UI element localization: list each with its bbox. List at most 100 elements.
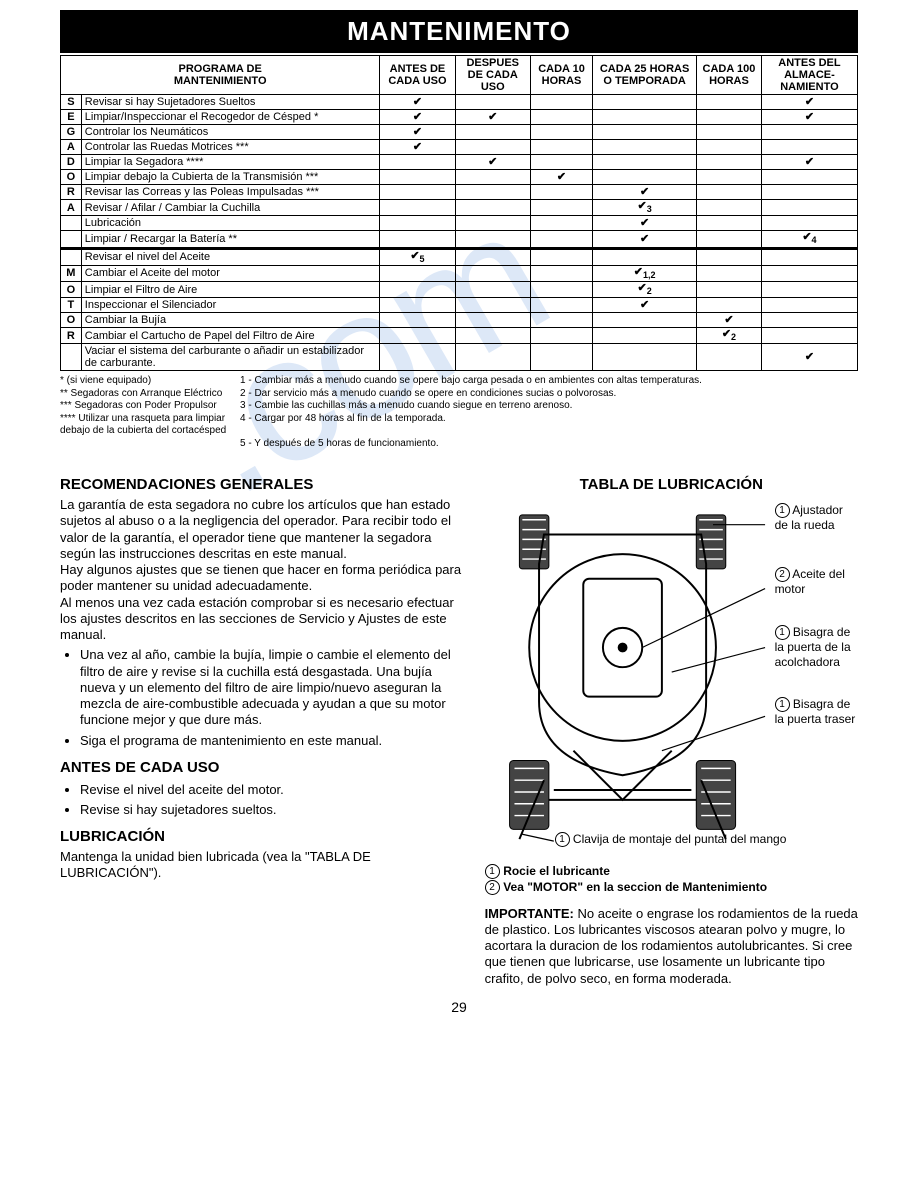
- check-cell: [455, 265, 530, 281]
- check-cell: [761, 265, 857, 281]
- before-bullet: Revise si hay sujetadores sueltos.: [80, 802, 465, 818]
- callout: 1 Bisagra de la puerta de la acolchadora: [775, 625, 858, 670]
- callout-text: Clavija de montaje del puntal del mango: [573, 832, 786, 846]
- col-header: CADA 100 HORAS: [697, 56, 762, 95]
- check-cell: [593, 110, 697, 125]
- group-letter: [61, 216, 82, 231]
- program-title-2: MANTENIMIENTO: [174, 75, 267, 87]
- check-cell: [761, 298, 857, 313]
- legend-text: Vea "MOTOR" en la seccion de Mantenimien…: [503, 880, 767, 894]
- check-cell: [761, 282, 857, 298]
- check-cell: [380, 313, 455, 328]
- check-cell: [455, 344, 530, 371]
- check-cell: [761, 248, 857, 265]
- fn-l: * (si viene equipado): [60, 375, 240, 388]
- program-title-1: PROGRAMA DE: [178, 63, 261, 75]
- fn-r: 1 - Cambiar más a menudo cuando se opere…: [240, 375, 858, 388]
- banner-title: MANTENIMENTO: [60, 10, 858, 53]
- check-cell: [530, 344, 592, 371]
- fn-r: 3 - Cambie las cuchillas más a menudo cu…: [240, 400, 858, 413]
- check-cell: [530, 328, 592, 344]
- check-cell: [380, 231, 455, 248]
- check-cell: [455, 328, 530, 344]
- check-cell: [530, 95, 592, 110]
- check-cell: ✔: [455, 110, 530, 125]
- importante-block: IMPORTANTE: No aceite o engrase los roda…: [485, 906, 858, 987]
- check-cell: [530, 231, 592, 248]
- check-cell: [697, 140, 762, 155]
- lub-p: Mantenga la unidad bien lubricada (vea l…: [60, 849, 465, 882]
- check-cell: [380, 185, 455, 200]
- task-cell: Limpiar el Filtro de Aire: [81, 282, 380, 298]
- check-cell: [530, 110, 592, 125]
- check-cell: [530, 125, 592, 140]
- task-cell: Limpiar debajo la Cubierta de la Transmi…: [81, 170, 380, 185]
- check-cell: [593, 344, 697, 371]
- check-cell: [761, 140, 857, 155]
- group-letter: O: [61, 282, 82, 298]
- group-letter: O: [61, 313, 82, 328]
- check-cell: [380, 200, 455, 216]
- check-cell: ✔5: [380, 248, 455, 265]
- check-cell: [530, 298, 592, 313]
- check-cell: ✔3: [593, 200, 697, 216]
- task-cell: Lubricación: [81, 216, 380, 231]
- group-letter: D: [61, 155, 82, 170]
- check-cell: ✔: [593, 185, 697, 200]
- task-cell: Vaciar el sistema del carburante o añadi…: [81, 344, 380, 371]
- check-cell: [761, 313, 857, 328]
- legend-2: 2 Vea "MOTOR" en la seccion de Mantenimi…: [485, 879, 858, 895]
- check-cell: ✔: [761, 155, 857, 170]
- check-cell: ✔2: [697, 328, 762, 344]
- recs-p2: Hay algunos ajustes que se tienen que ha…: [60, 562, 465, 595]
- check-cell: [455, 313, 530, 328]
- tabla-title: TABLA DE LUBRICACIÓN: [485, 476, 858, 495]
- task-cell: Cambiar el Cartucho de Papel del Filtro …: [81, 328, 380, 344]
- check-cell: [455, 170, 530, 185]
- col-header: ANTES DEL ALMACE- NAMIENTO: [761, 56, 857, 95]
- col-header: CADA 10 HORAS: [530, 56, 592, 95]
- check-cell: [530, 282, 592, 298]
- check-cell: [593, 155, 697, 170]
- check-cell: [761, 328, 857, 344]
- lubrication-diagram: 1 Ajustador de la rueda 2 Aceite del mot…: [485, 497, 858, 857]
- check-cell: [761, 200, 857, 216]
- importante-label: IMPORTANTE:: [485, 906, 574, 921]
- fn-l: ** Segadoras con Arranque Eléctrico: [60, 388, 240, 401]
- callout: 1 Ajustador de la rueda: [775, 503, 858, 533]
- program-title-cell: PROGRAMA DE MANTENIMIENTO: [61, 56, 380, 95]
- before-title: ANTES DE CADA USO: [60, 759, 465, 778]
- check-cell: ✔4: [761, 231, 857, 248]
- check-cell: ✔: [380, 140, 455, 155]
- check-cell: [761, 216, 857, 231]
- task-cell: Cambiar el Aceite del motor: [81, 265, 380, 281]
- check-cell: [455, 231, 530, 248]
- check-cell: [761, 185, 857, 200]
- recs-p1: La garantía de esta segadora no cubre lo…: [60, 497, 465, 562]
- group-letter: [61, 231, 82, 248]
- task-cell: Controlar los Neumáticos: [81, 125, 380, 140]
- fn-l: *** Segadoras con Poder Propulsor: [60, 400, 240, 413]
- legend-num: 2: [485, 880, 500, 895]
- group-letter: R: [61, 185, 82, 200]
- fn-l: [60, 438, 240, 451]
- check-cell: ✔: [593, 216, 697, 231]
- col-header: ANTES DE CADA USO: [380, 56, 455, 95]
- group-letter: A: [61, 140, 82, 155]
- group-letter: E: [61, 110, 82, 125]
- check-cell: ✔: [761, 344, 857, 371]
- group-letter: T: [61, 298, 82, 313]
- fn-r: 2 - Dar servicio más a menudo cuando se …: [240, 388, 858, 401]
- callout: 1 Bisagra de la puerta traser: [775, 697, 858, 727]
- task-cell: Limpiar la Segadora ****: [81, 155, 380, 170]
- group-letter: R: [61, 328, 82, 344]
- callout-num: 1: [555, 832, 570, 847]
- check-cell: [530, 185, 592, 200]
- check-cell: [455, 95, 530, 110]
- task-cell: Revisar / Afilar / Cambiar la Cuchilla: [81, 200, 380, 216]
- check-cell: [697, 298, 762, 313]
- before-bullet: Revise el nivel del aceite del motor.: [80, 782, 465, 798]
- check-cell: ✔: [761, 95, 857, 110]
- group-letter: [61, 248, 82, 265]
- check-cell: ✔: [593, 298, 697, 313]
